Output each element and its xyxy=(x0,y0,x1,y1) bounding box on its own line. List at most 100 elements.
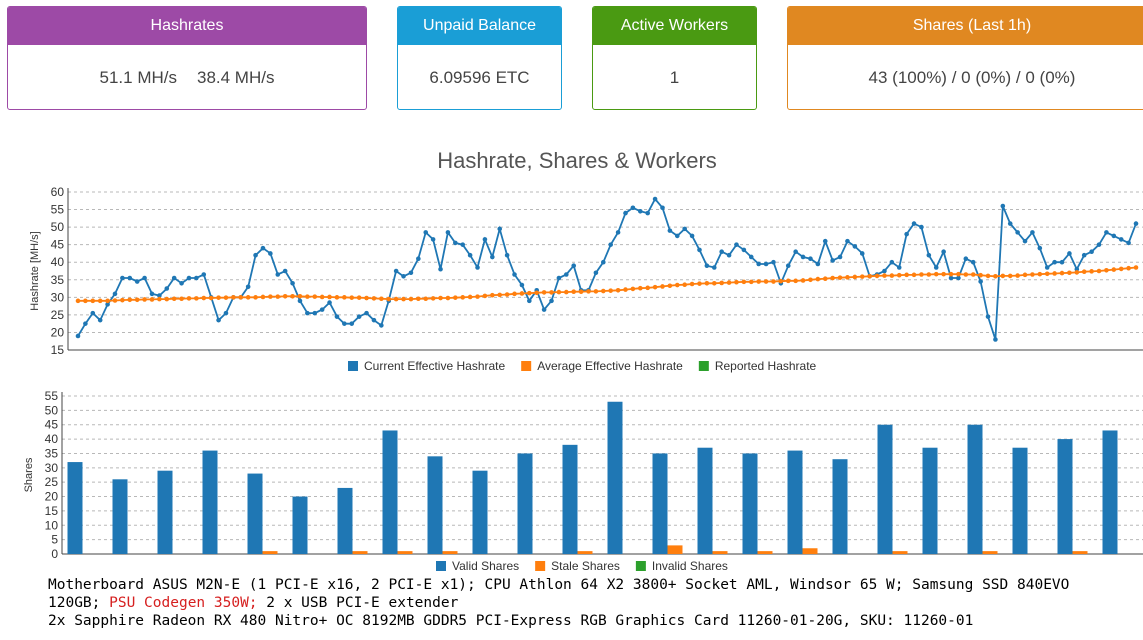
hashrate-data-point xyxy=(216,317,221,323)
shares-legend-swatch xyxy=(535,561,546,571)
hashrate-data-point xyxy=(896,272,902,278)
shares-bar xyxy=(1072,551,1088,554)
hashrate-data-point xyxy=(741,247,747,253)
hashrate-data-point xyxy=(1111,267,1117,272)
shares-bar xyxy=(787,450,803,554)
hashrate-data-point xyxy=(933,265,939,270)
hashrate-data-point xyxy=(319,307,325,312)
hashrate-data-point xyxy=(763,279,769,284)
hashrate-data-point xyxy=(637,285,643,291)
hashrate-data-point xyxy=(105,302,110,307)
hashrate-series-line xyxy=(77,197,1137,340)
hashrate-data-point xyxy=(652,284,658,290)
hashrate-data-point xyxy=(541,290,547,295)
hashrate-data-point xyxy=(941,271,946,277)
hashrate-data-point xyxy=(919,272,924,277)
hashrate-data-point xyxy=(290,293,295,299)
shares-bar xyxy=(517,453,533,554)
shares-bar xyxy=(442,551,458,554)
hashrate-data-point xyxy=(164,296,170,302)
hashrate-data-point xyxy=(519,291,525,296)
hashrate-data-point xyxy=(1104,267,1109,273)
hashrate-data-point xyxy=(305,310,310,316)
hashrate-y-tick-label: 55 xyxy=(51,203,65,217)
hashrate-data-point xyxy=(475,265,480,270)
hashrate-data-point xyxy=(1096,268,1102,274)
hashrate-data-point xyxy=(697,247,702,253)
hashrate-data-point xyxy=(630,205,636,211)
hashrate-data-point xyxy=(112,298,118,303)
hashrate-data-point xyxy=(822,238,828,244)
hashrate-data-point xyxy=(497,292,503,298)
hashrate-data-point xyxy=(1074,270,1080,275)
hashrate-y-tick-label: 40 xyxy=(51,255,65,269)
hashrate-data-point xyxy=(460,295,466,300)
hashrate-data-point xyxy=(371,317,377,323)
hashrate-data-point xyxy=(1089,269,1094,274)
hashrate-data-point xyxy=(608,242,613,247)
hashrate-data-point xyxy=(268,251,273,256)
hashrate-data-point xyxy=(904,231,909,237)
hashrate-data-point xyxy=(164,286,170,291)
hashrate-data-point xyxy=(149,291,155,297)
hashrate-data-point xyxy=(808,277,813,283)
hashrate-data-point xyxy=(379,323,384,328)
footer-line-2-a: 120GB; xyxy=(48,595,101,611)
hashrate-data-point xyxy=(867,273,872,279)
hashrate-data-point xyxy=(327,294,332,300)
hashrate-data-point xyxy=(645,210,650,216)
hashrate-data-point xyxy=(734,279,739,285)
shares-bar xyxy=(337,487,353,554)
hashrate-data-point xyxy=(290,280,295,286)
hashrate-data-point xyxy=(112,291,118,297)
hashrate-data-point xyxy=(216,295,221,300)
hashrate-data-point xyxy=(815,276,821,282)
hashrate-data-point xyxy=(282,293,288,299)
rig-description: Motherboard ASUS M2N-E (1 PCI-E x16, 2 P… xyxy=(48,576,1069,630)
hashrate-data-point xyxy=(756,261,761,267)
hashrate-y-tick-label: 45 xyxy=(51,238,65,252)
hashrate-data-point xyxy=(541,307,547,312)
hashrate-data-point xyxy=(741,279,747,285)
hashrate-data-point xyxy=(800,254,806,260)
hashrate-data-point xyxy=(1096,242,1102,247)
hashrate-data-point xyxy=(726,252,732,258)
hashrate-data-point xyxy=(1015,273,1020,278)
hashrate-data-point xyxy=(815,261,821,267)
hashrate-data-point xyxy=(297,298,303,304)
shares-bar xyxy=(892,551,908,554)
shares-bar xyxy=(397,551,413,554)
shares-bar xyxy=(1057,439,1073,554)
hashrate-data-point xyxy=(970,272,976,277)
hashrate-data-point xyxy=(711,280,717,286)
shares-y-tick-label: 30 xyxy=(45,461,59,475)
hashrate-data-point xyxy=(401,296,406,302)
hashrate-data-point xyxy=(1081,252,1087,258)
chart-title: Hashrate, Shares & Workers xyxy=(437,148,717,173)
hashrate-data-point xyxy=(482,237,488,242)
shares-bar xyxy=(262,551,278,554)
hashrate-data-point xyxy=(327,300,332,305)
shares-bar xyxy=(832,459,848,554)
hashrate-data-point xyxy=(845,275,850,280)
hashrate-data-point xyxy=(482,293,488,299)
hashrate-data-point xyxy=(438,295,443,301)
hashrate-data-point xyxy=(1030,272,1035,277)
hashrate-data-point xyxy=(120,297,125,303)
footer-line-2: 120GB; PSU Codegen 350W; 2 x USB PCI-E e… xyxy=(48,594,1069,612)
hashrate-data-point xyxy=(874,273,880,279)
hashrate-data-point xyxy=(682,226,687,232)
hashrate-data-point xyxy=(963,256,969,262)
hashrate-data-point xyxy=(652,196,658,202)
hashrate-data-point xyxy=(1052,271,1057,276)
hashrate-data-point xyxy=(904,272,909,278)
hashrate-data-point xyxy=(859,274,865,279)
shares-bar xyxy=(697,447,713,554)
hashrate-data-point xyxy=(364,295,369,301)
hashrate-data-point xyxy=(253,252,258,258)
hashrate-data-point xyxy=(711,265,717,270)
hashrate-data-point xyxy=(519,282,525,288)
hashrate-data-point xyxy=(956,271,961,277)
shares-y-tick-label: 15 xyxy=(45,504,59,518)
shares-bar xyxy=(742,453,758,554)
